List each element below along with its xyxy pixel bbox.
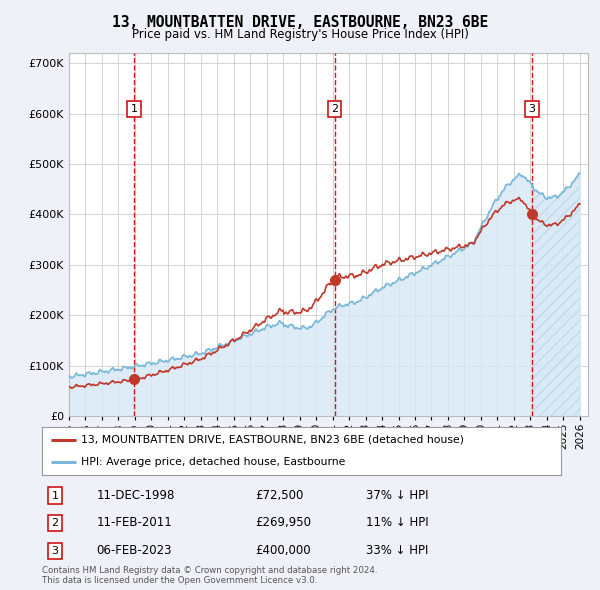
Text: 37% ↓ HPI: 37% ↓ HPI	[367, 489, 429, 502]
Text: 06-FEB-2023: 06-FEB-2023	[97, 545, 172, 558]
Text: £269,950: £269,950	[255, 516, 311, 529]
Text: 3: 3	[529, 104, 535, 114]
Text: £400,000: £400,000	[255, 545, 310, 558]
Text: 2: 2	[52, 518, 59, 528]
Text: 33% ↓ HPI: 33% ↓ HPI	[367, 545, 429, 558]
Text: 11-DEC-1998: 11-DEC-1998	[97, 489, 175, 502]
Text: 13, MOUNTBATTEN DRIVE, EASTBOURNE, BN23 6BE (detached house): 13, MOUNTBATTEN DRIVE, EASTBOURNE, BN23 …	[81, 435, 464, 445]
Text: This data is licensed under the Open Government Licence v3.0.: This data is licensed under the Open Gov…	[42, 576, 317, 585]
Text: 11-FEB-2011: 11-FEB-2011	[97, 516, 172, 529]
Text: £72,500: £72,500	[255, 489, 303, 502]
Text: 1: 1	[52, 491, 58, 500]
Text: 3: 3	[52, 546, 58, 556]
Text: HPI: Average price, detached house, Eastbourne: HPI: Average price, detached house, East…	[81, 457, 346, 467]
Text: 11% ↓ HPI: 11% ↓ HPI	[367, 516, 429, 529]
Text: 13, MOUNTBATTEN DRIVE, EASTBOURNE, BN23 6BE: 13, MOUNTBATTEN DRIVE, EASTBOURNE, BN23 …	[112, 15, 488, 30]
Text: 1: 1	[131, 104, 137, 114]
Text: 2: 2	[331, 104, 338, 114]
Text: Price paid vs. HM Land Registry's House Price Index (HPI): Price paid vs. HM Land Registry's House …	[131, 28, 469, 41]
Text: Contains HM Land Registry data © Crown copyright and database right 2024.: Contains HM Land Registry data © Crown c…	[42, 566, 377, 575]
